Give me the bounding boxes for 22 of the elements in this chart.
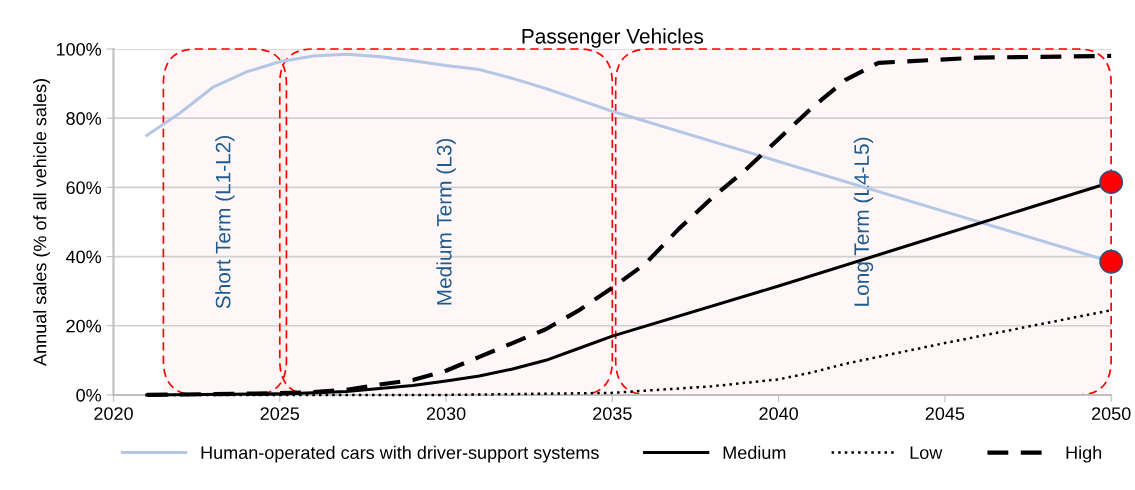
x-tick-label: 2030 [426, 407, 466, 421]
x-tick-label: 2045 [925, 407, 965, 421]
band-label: Short Term (L1-L2) [215, 136, 235, 309]
y-tick-label: 0% [76, 388, 102, 402]
band-label: Long Term (L4-L5) [853, 137, 874, 306]
legend-label: High [1066, 445, 1102, 463]
x-tick-label: 2020 [94, 407, 133, 421]
legend-label: Medium [723, 445, 786, 460]
y-axis-title: Annual sales (% of all vehicle sales) [33, 79, 50, 366]
x-tick-label: 2035 [593, 407, 632, 421]
chart-title: Passenger Vehicles [522, 28, 704, 48]
y-tick-label: 20% [66, 319, 102, 333]
y-tick-label: 60% [66, 181, 102, 195]
x-tick-label: 2040 [759, 407, 798, 421]
band-label: Medium Term (L3) [436, 138, 456, 305]
legend-label: Human-operated cars with driver-support systems [201, 445, 599, 463]
x-tick-label: 2025 [260, 407, 300, 421]
x-tick-label: 2050 [1091, 407, 1131, 421]
legend-label: Low [910, 446, 943, 460]
y-tick-label: 40% [65, 250, 102, 264]
y-tick-label: 80% [66, 112, 102, 125]
y-tick-label: 100% [56, 42, 102, 56]
